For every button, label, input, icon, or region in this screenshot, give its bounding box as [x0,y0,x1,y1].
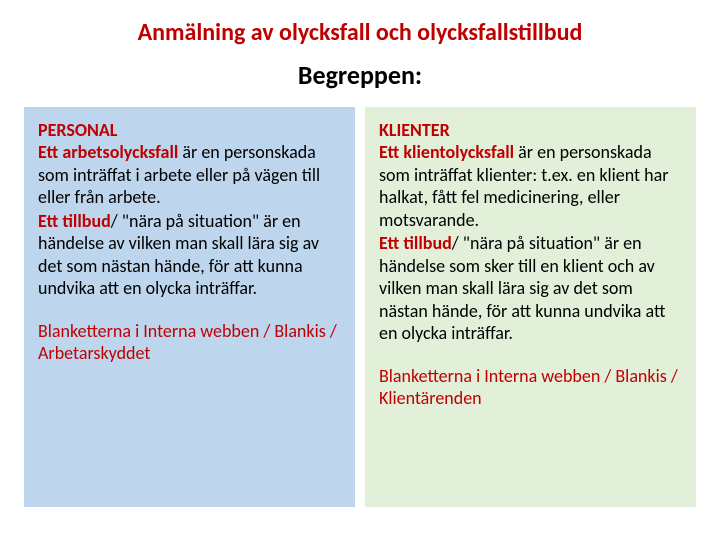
personal-p1-lead: Ett arbetsolycksfall [38,141,178,163]
column-personal: PERSONAL Ett arbetsolycksfall är en pers… [24,107,355,507]
personal-paragraph-1: Ett arbetsolycksfall är en personskada s… [38,141,341,209]
column-personal-heading: PERSONAL [38,119,341,141]
columns-container: PERSONAL Ett arbetsolycksfall är en pers… [0,107,720,507]
klienter-paragraph-1: Ett klientolycksfall är en personskada s… [379,141,682,231]
personal-p2-lead: Ett tillbud [38,210,111,232]
personal-footer: Blanketterna i Interna webben / Blankis … [38,320,341,365]
klienter-footer: Blanketterna i Interna webben / Blankis … [379,365,682,410]
klienter-p2-lead: Ett tillbud [379,232,452,254]
page-title: Anmälning av olycksfall och olycksfallst… [0,0,720,47]
column-klienter: KLIENTER Ett klientolycksfall är en pers… [365,107,696,507]
personal-paragraph-2: Ett tillbud/ "nära på situation" är en h… [38,210,341,300]
page-subtitle: Begreppen: [0,59,720,91]
klienter-paragraph-2: Ett tillbud/ "nära på situation" är en h… [379,232,682,345]
klienter-p1-lead: Ett klientolycksfall [379,141,514,163]
column-klienter-heading: KLIENTER [379,119,682,141]
